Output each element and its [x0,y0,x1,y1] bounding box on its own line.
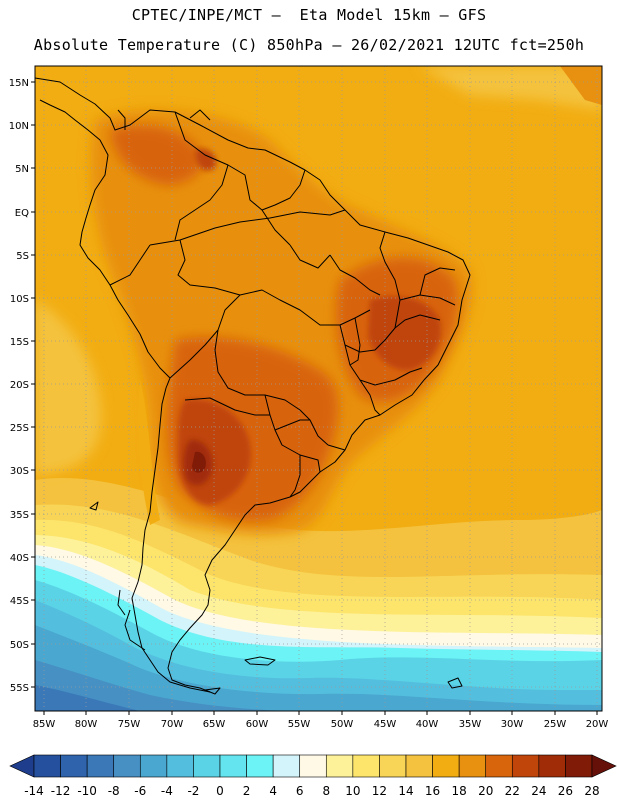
chart-title-line2: Absolute Temperature (C) 850hPa – 26/02/… [33,36,585,54]
colorbar-label: -10 [77,784,97,798]
temperature-field [35,66,602,711]
lon-label: 80W [75,719,98,730]
colorbar-swatch [325,754,354,778]
colorbar-labels: -14 -12 -10 -8 -6 -4 -2 0 2 4 6 8 10 12 14 16 18 20 22 24 26… [24,784,599,798]
lon-ticks [43,711,598,715]
colorbar-label: 12 [372,784,387,798]
colorbar-label: 8 [322,784,330,798]
colorbar-swatch [166,754,194,778]
lon-label: 35W [459,719,482,730]
lon-label: 30W [501,719,524,730]
lat-label: 5N [15,164,29,175]
lat-ticks [31,81,35,688]
lon-label: 45W [374,719,397,730]
colorbar-label: 18 [452,784,467,798]
lat-label: 25S [10,423,29,434]
colorbar-label: 20 [478,784,493,798]
colorbar-swatch [538,754,566,778]
colorbar-swatch [33,754,61,778]
lat-labels: 15N 10N 5N EQ 5S 10S 15S 20S 25S 30S 35S… [9,78,29,694]
colorbar-label: 4 [269,784,277,798]
lon-label: 75W [118,719,141,730]
colorbar-label: 14 [398,784,413,798]
colorbar-swatch [352,754,380,778]
lat-label: 55S [10,683,29,694]
colorbar-swatch [272,754,301,778]
map-frame [34,65,603,712]
colorbar-swatch [60,754,88,778]
colorbar-swatch [246,754,274,778]
colorbar-swatch [432,754,460,778]
colorbar-label: 16 [425,784,440,798]
colorbar [9,754,617,778]
colorbar-label: 24 [531,784,546,798]
lon-label: 60W [246,719,269,730]
colorbar-label: -14 [24,784,44,798]
colorbar-label: -12 [51,784,71,798]
colorbar-swatch [86,754,115,778]
lat-label: 10S [10,294,29,305]
lat-label: 40S [10,553,29,564]
lon-label: 65W [203,719,226,730]
lon-label: 85W [33,719,56,730]
colorbar-swatch [379,754,407,778]
colorbar-label: 22 [505,784,520,798]
lat-label: 15N [9,78,29,89]
colorbar-swatch [405,754,433,778]
colorbar-swatch [139,754,168,778]
lat-label: 45S [10,596,29,607]
lat-label: 30S [10,466,29,477]
colorbar-high-arrow [591,754,617,778]
colorbar-swatch [511,754,540,778]
lat-label: 15S [10,337,29,348]
chart-title-line1: CPTEC/INPE/MCT – Eta Model 15km – GFS [131,6,487,24]
colorbar-label: 6 [296,784,304,798]
lat-label: 10N [9,121,29,132]
colorbar-swatch [113,754,141,778]
colorbar-swatch [219,754,247,778]
lon-label: 50W [331,719,354,730]
colorbar-label: -4 [161,784,173,798]
colorbar-swatch [485,754,513,778]
graticule [35,66,602,711]
lat-label: 35S [10,510,29,521]
lon-label: 55W [288,719,311,730]
lat-label: 20S [10,380,29,391]
colorbar-swatch [565,754,593,778]
colorbar-label: 2 [243,784,251,798]
colorbar-swatch [299,754,327,778]
colorbar-low-arrow [9,754,35,778]
lon-label: 20W [586,719,609,730]
colorbar-label: -2 [187,784,199,798]
lat-label: EQ [15,208,29,219]
coastline-and-borders [35,77,471,695]
colorbar-swatch [193,754,221,778]
colorbar-label: 26 [558,784,573,798]
lat-label: 50S [10,640,29,651]
colorbar-label: 10 [345,784,360,798]
colorbar-label: 28 [584,784,599,798]
lat-label: 5S [16,251,29,262]
colorbar-label: -8 [108,784,120,798]
colorbar-swatch [458,754,487,778]
colorbar-label: 0 [216,784,224,798]
lon-label: 70W [161,719,184,730]
colorbar-label: -6 [134,784,146,798]
lon-label: 25W [544,719,567,730]
lon-label: 40W [416,719,439,730]
lon-labels: 85W 80W 75W 70W 65W 60W 55W 50W 45W 40W … [33,719,609,730]
